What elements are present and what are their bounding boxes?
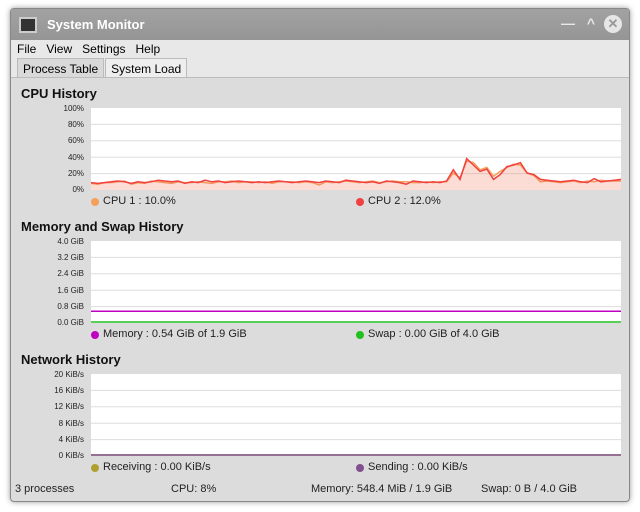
y-tick-label: 80% xyxy=(67,120,84,130)
series-line-cpu-2 xyxy=(91,157,621,185)
series-area xyxy=(91,158,621,190)
menu-bar: File View Settings Help xyxy=(11,40,629,58)
tab-bar: Process Table System Load xyxy=(11,58,629,78)
legend-dot-icon xyxy=(91,463,99,472)
legend-dot-icon xyxy=(91,330,99,339)
y-tick-label: 20% xyxy=(67,168,84,178)
y-tick-label: 16 KiB/s xyxy=(54,386,84,396)
y-tick-label: 60% xyxy=(67,136,84,146)
title-bar[interactable]: System Monitor — ^ ✕ xyxy=(11,9,629,40)
status-processes: 3 processes xyxy=(15,483,75,495)
y-tick-label: 12 KiB/s xyxy=(54,402,84,412)
status-bar: 3 processes CPU: 8% Memory: 548.4 MiB / … xyxy=(11,483,629,497)
cpu-plot xyxy=(91,108,621,190)
y-tick-label: 1.6 GiB xyxy=(57,285,84,295)
network-history-title: Network History xyxy=(21,352,121,367)
minimize-button[interactable]: — xyxy=(561,15,575,31)
legend-item: CPU 2 : 12.0% xyxy=(356,195,441,208)
maximize-button[interactable]: ^ xyxy=(586,15,595,31)
legend-label: Swap : 0.00 GiB of 4.0 GiB xyxy=(368,328,500,340)
legend-label: Receiving : 0.00 KiB/s xyxy=(103,461,211,473)
legend-item: CPU 1 : 10.0% xyxy=(91,195,176,208)
y-axis-ticks: 4.0 GiB 3.2 GiB 2.4 GiB 1.6 GiB 0.8 GiB 0.0 G… xyxy=(21,237,84,327)
y-tick-label: 4.0 GiB xyxy=(57,237,84,246)
cpu-history-title: CPU History xyxy=(21,86,97,101)
y-tick-label: 2.4 GiB xyxy=(57,269,84,279)
y-tick-label: 8 KiB/s xyxy=(58,418,84,428)
window: System Monitor — ^ ✕ File View Settings … xyxy=(10,8,630,502)
status-memory: Memory: 548.4 MiB / 1.9 GiB xyxy=(311,483,453,495)
y-axis-ticks: 20 KiB/s 16 KiB/s 12 KiB/s 8 KiB/s 4 KiB/s 0 … xyxy=(21,370,84,460)
memory-plot xyxy=(91,241,621,323)
y-tick-label: 100% xyxy=(63,104,84,113)
y-tick-label: 4 KiB/s xyxy=(58,434,84,444)
y-tick-label: 3.2 GiB xyxy=(57,253,84,263)
status-cpu: CPU: 8% xyxy=(171,483,217,495)
legend-dot-icon xyxy=(91,197,99,206)
network-plot xyxy=(91,374,621,456)
legend-item: Memory : 0.54 GiB of 1.9 GiB xyxy=(91,328,247,341)
legend-dot-icon xyxy=(356,330,364,339)
app-icon xyxy=(19,16,37,33)
close-button[interactable]: ✕ xyxy=(604,15,622,33)
y-tick-label: 0 KiB/s xyxy=(58,451,84,460)
legend-item: Swap : 0.00 GiB of 4.0 GiB xyxy=(356,328,499,341)
legend-dot-icon xyxy=(356,197,364,206)
y-axis-ticks: 100% 80% 60% 40% 20% 0% xyxy=(21,104,84,194)
y-tick-label: 20 KiB/s xyxy=(54,370,84,379)
window-title: System Monitor xyxy=(47,17,145,32)
y-tick-label: 0.8 GiB xyxy=(57,301,84,311)
legend-item: Receiving : 0.00 KiB/s xyxy=(91,461,211,474)
legend-label: Sending : 0.00 KiB/s xyxy=(368,461,468,473)
menu-file[interactable]: File xyxy=(17,42,37,56)
legend-item: Sending : 0.00 KiB/s xyxy=(356,461,468,474)
legend-label: CPU 1 : 10.0% xyxy=(103,195,176,207)
menu-settings[interactable]: Settings xyxy=(82,42,126,56)
y-tick-label: 0% xyxy=(72,185,84,194)
legend-label: Memory : 0.54 GiB of 1.9 GiB xyxy=(103,328,247,340)
status-swap: Swap: 0 B / 4.0 GiB xyxy=(481,483,577,495)
legend-label: CPU 2 : 12.0% xyxy=(368,195,441,207)
legend-dot-icon xyxy=(356,463,364,472)
y-tick-label: 0.0 GiB xyxy=(57,318,84,327)
y-tick-label: 40% xyxy=(67,152,84,162)
menu-help[interactable]: Help xyxy=(135,42,161,56)
tab-process-table[interactable]: Process Table xyxy=(17,58,105,77)
menu-view[interactable]: View xyxy=(46,42,73,56)
tab-system-load[interactable]: System Load xyxy=(105,58,188,77)
memory-history-title: Memory and Swap History xyxy=(21,219,184,234)
